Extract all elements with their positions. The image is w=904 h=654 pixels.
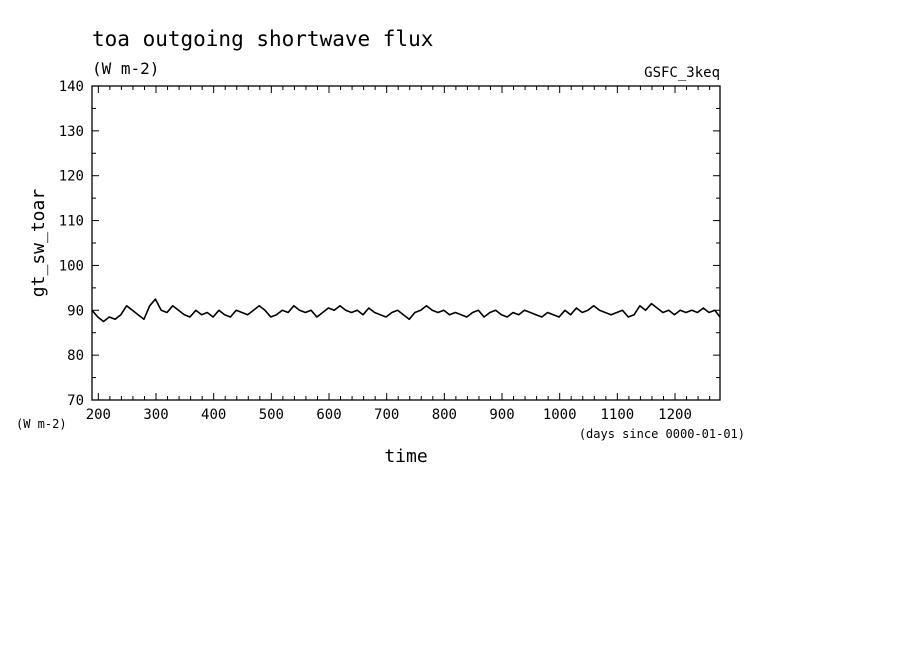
x-tick-label: 500 [259,407,284,423]
x-tick-label: 800 [432,407,457,423]
y-axis-units: (W m-2) [16,417,67,431]
chart-title: toa outgoing shortwave flux [92,27,433,51]
x-tick-label: 1200 [658,407,692,423]
x-tick-label: 700 [374,407,399,423]
y-axis: 70 80 90 100 110 120 130 140 [59,79,720,409]
source-label: GSFC_3keq [644,65,720,81]
axes [91,85,721,401]
x-tick-label: 300 [143,407,168,423]
x-axis-label: time [384,446,427,467]
x-axis: 200 300 400 500 600 700 800 900 1000 1100 1200 [86,86,711,423]
x-tick-label: 600 [316,407,341,423]
plot-frame [91,85,721,401]
y-tick-label: 70 [67,393,84,409]
series-group [91,298,721,323]
y-axis-label: gt_sw_toar [28,189,49,298]
y-tick-label: 120 [59,169,84,185]
y-tick-label: 90 [67,303,84,319]
x-axis-units: (days since 0000-01-01) [579,427,745,441]
y-tick-label: 80 [67,348,84,364]
x-tick-label: 900 [489,407,514,423]
x-tick-label: 200 [86,407,111,423]
x-tick-label: 1000 [543,407,577,423]
chart-units: (W m-2) [92,59,159,78]
y-tick-label: 140 [59,79,84,95]
y-tick-label: 100 [59,258,84,274]
y-tick-label: 130 [59,124,84,140]
series-line [91,298,721,323]
y-tick-label: 110 [59,214,84,230]
x-tick-label: 1100 [600,407,634,423]
x-tick-label: 400 [201,407,226,423]
